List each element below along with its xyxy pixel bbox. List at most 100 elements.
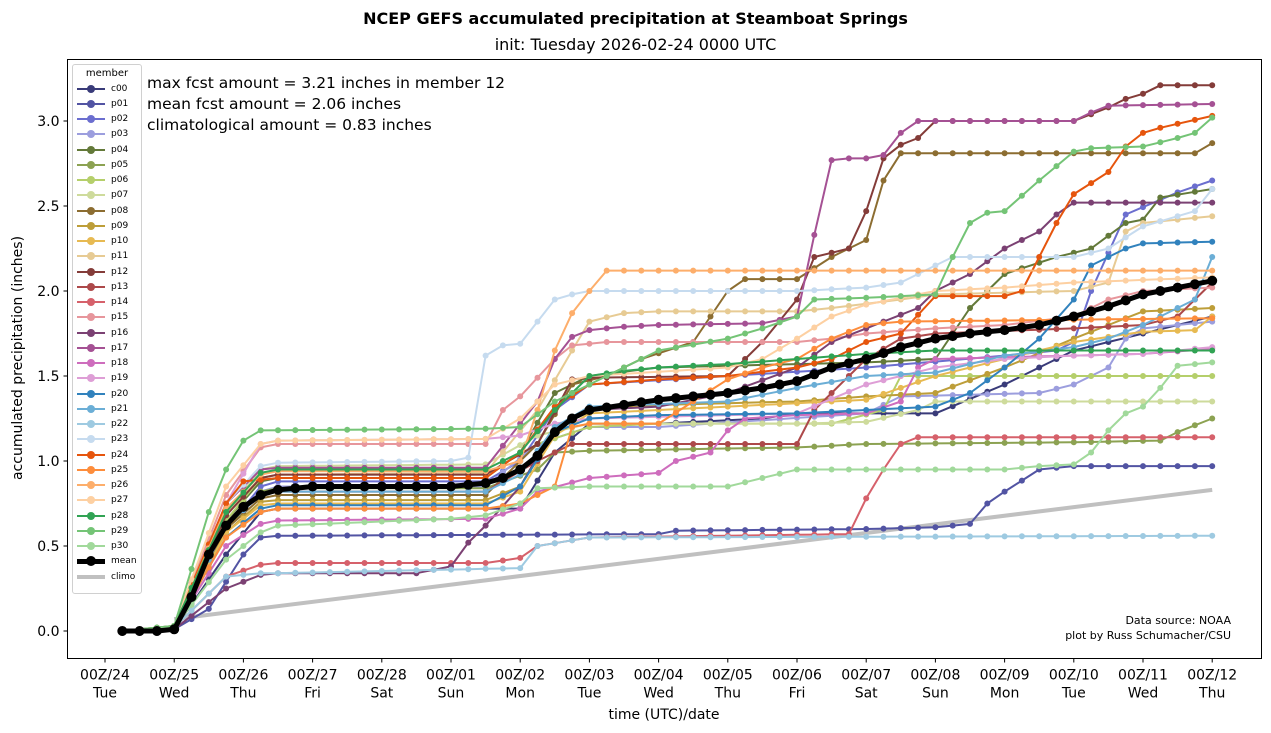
point-p08-38: [776, 276, 783, 283]
point-p26-30: [638, 267, 645, 274]
point-mean-59: [1138, 289, 1148, 300]
point-p28-31: [655, 364, 662, 371]
legend-swatch-p16: [77, 328, 105, 338]
point-p25-42: [845, 328, 852, 335]
point-mean-4: [186, 592, 197, 602]
point-mean-52: [1016, 322, 1027, 333]
point-p15-15: [378, 441, 385, 447]
point-p01-6: [223, 578, 230, 585]
point-p23-10: [292, 459, 299, 466]
legend-item-p20: p20: [73, 386, 141, 401]
legend-swatch-p24: [77, 450, 105, 460]
point-p05-54: [1053, 439, 1060, 446]
x-axis-label: time (UTC)/date: [608, 707, 719, 723]
point-p27-40: [811, 324, 818, 331]
point-p01-7: [240, 551, 247, 558]
point-p03-54: [1053, 385, 1060, 392]
point-mean-56: [1086, 306, 1097, 317]
point-p19-47: [932, 364, 939, 371]
legend-item-p14: p14: [73, 295, 141, 310]
point-p23-40: [811, 287, 818, 294]
point-p01-10: [292, 532, 299, 539]
point-p09-47: [932, 390, 939, 396]
point-p17-54: [1053, 118, 1060, 124]
point-p22-49: [967, 533, 973, 540]
point-mean-41: [826, 362, 837, 373]
point-p22-20: [465, 566, 472, 573]
point-p06-56: [1088, 373, 1095, 379]
legend-label: p17: [111, 342, 129, 353]
point-p27-5: [205, 530, 212, 536]
point-p21-41: [828, 379, 835, 385]
point-p23-30: [638, 288, 645, 294]
ticks-layer: 0.0 0.5 1.0 1.5 2.0 2.5 3.0 00Z/24 Tue 00Z/25 Wed 0…: [37, 114, 1237, 702]
point-p23-33: [690, 288, 697, 294]
point-p25-35: [724, 376, 731, 383]
point-p28-52: [1018, 347, 1025, 354]
point-p30-20: [465, 514, 472, 521]
point-p29-12: [326, 426, 333, 433]
point-p28-33: [690, 362, 697, 369]
point-p16-52: [1018, 237, 1025, 243]
point-p30-33: [690, 483, 697, 490]
axes-frame: [67, 59, 1262, 659]
legend-label: p03: [111, 129, 129, 140]
point-p16-6: [223, 585, 230, 592]
point-p03-48: [949, 392, 956, 399]
point-p16-5: [205, 599, 212, 606]
point-mean-0: [117, 626, 128, 636]
point-p20-57: [1105, 254, 1112, 260]
point-p23-50: [984, 254, 991, 260]
series-p28-line: [122, 349, 1213, 632]
point-p20-40: [811, 409, 818, 416]
point-p05-57: [1105, 438, 1112, 445]
point-p02-58: [1122, 211, 1129, 218]
point-p30-45: [897, 466, 904, 473]
point-p28-12: [326, 466, 333, 473]
point-p08-41: [828, 254, 835, 260]
point-p17-41: [828, 157, 835, 164]
point-p02-57: [1105, 249, 1112, 256]
legend-item-p26: p26: [73, 478, 141, 493]
point-p22-59: [1140, 533, 1146, 539]
point-p20-29: [621, 413, 627, 420]
point-p25-18: [430, 505, 437, 512]
point-p26-36: [742, 267, 749, 274]
point-p27-59: [1140, 276, 1146, 283]
point-p22-33: [690, 534, 697, 541]
x-tick-label: 00Z/02: [495, 668, 545, 684]
point-p28-35: [724, 361, 731, 368]
point-mean-27: [584, 405, 595, 415]
point-p30-7: [240, 543, 247, 549]
point-p10-39: [794, 400, 800, 407]
point-p07-41: [828, 419, 835, 426]
point-p30-15: [378, 518, 385, 525]
point-p10-35: [724, 403, 731, 410]
point-p22-15: [378, 568, 385, 574]
point-p10-36: [742, 402, 749, 409]
point-p13-26: [569, 441, 576, 447]
point-p17-52: [1018, 118, 1025, 124]
y-tick-label: 1.0: [37, 454, 59, 470]
point-p28-60: [1157, 347, 1164, 354]
point-p28-48: [949, 347, 956, 354]
point-p17-56: [1088, 109, 1095, 116]
point-p04-61: [1174, 191, 1181, 198]
point-p19-7: [240, 470, 247, 477]
point-p10-42: [845, 397, 852, 404]
point-p30-46: [915, 466, 922, 473]
point-p08-57: [1105, 150, 1112, 157]
point-p26-58: [1122, 267, 1129, 274]
x-tick-label: 00Z/06: [772, 668, 822, 684]
point-p15-49: [967, 323, 973, 330]
point-p27-20: [465, 436, 472, 442]
legend-swatch-p28: [77, 511, 105, 521]
point-p13-46: [915, 333, 922, 340]
point-p29-42: [845, 295, 852, 302]
point-p27-25: [551, 381, 558, 388]
series-p03: [119, 318, 1216, 634]
point-p13-54: [1053, 326, 1060, 332]
x-tick-label: 00Z/11: [1118, 668, 1168, 684]
point-p24-17: [413, 475, 420, 481]
